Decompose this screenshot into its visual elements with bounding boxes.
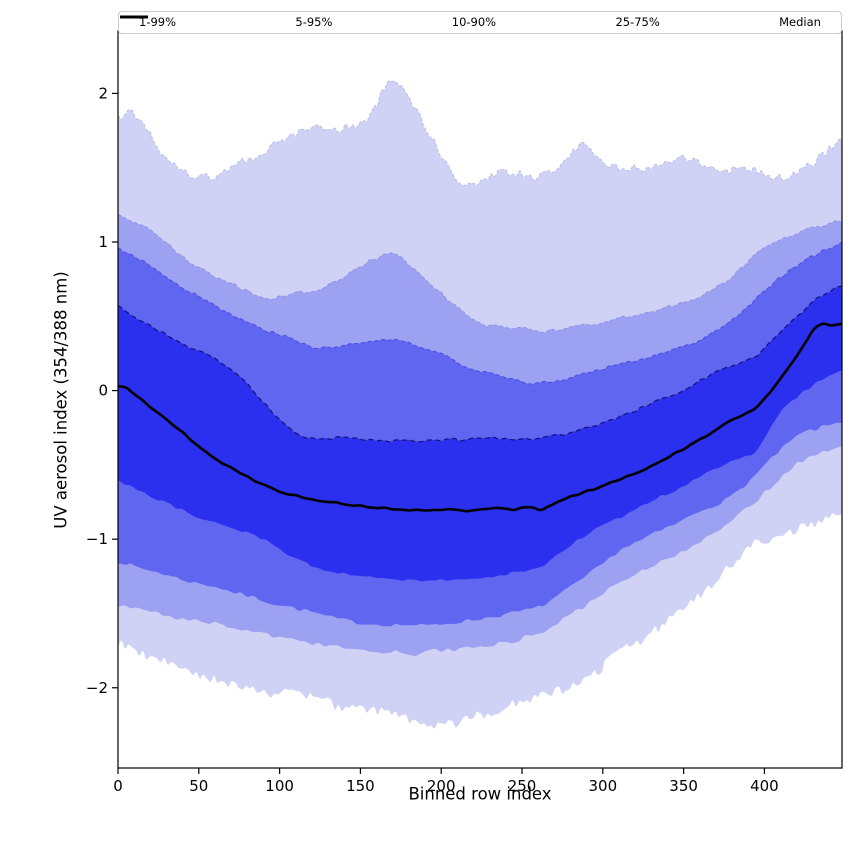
legend-item-median: Median <box>120 14 821 29</box>
x-tick-label: 350 <box>669 777 698 795</box>
band-upper-edge-5-95% <box>118 213 842 334</box>
band-25-75% <box>118 286 842 582</box>
legend-item-10-90: 10-90% <box>120 14 497 29</box>
x-tick-label: 150 <box>346 777 375 795</box>
x-tick-label: 400 <box>750 777 779 795</box>
y-tick-label: 1 <box>98 233 108 251</box>
y-axis-label: UV aerosol index (354/388 nm) <box>51 271 71 529</box>
x-tick-label: 250 <box>508 777 537 795</box>
legend-item-1-99: 1-99% <box>120 14 177 29</box>
y-tick-label: 0 <box>98 382 108 400</box>
x-tick-label: 100 <box>265 777 294 795</box>
legend-item-25-75: 25-75% <box>120 14 660 29</box>
median-line <box>118 322 842 513</box>
band-upper-edge-1-99% <box>118 80 842 187</box>
band-upper-edge-10-90% <box>118 241 842 385</box>
y-tick-label: −1 <box>86 530 108 548</box>
x-tick-label: 300 <box>589 777 618 795</box>
x-tick-label: 200 <box>427 777 456 795</box>
legend: 1-99% 5-95% 10-90% 25-75% Median <box>118 11 842 34</box>
band-upper-edge-25-75% <box>118 285 842 443</box>
legend-label: 1-99% <box>139 14 177 29</box>
legend-line-sample-median <box>120 15 148 19</box>
y-tick-label: −2 <box>86 679 108 697</box>
legend-label: 10-90% <box>451 14 497 29</box>
legend-label: 5-95% <box>295 14 333 29</box>
legend-label: 25-75% <box>615 14 660 29</box>
x-tick-label: 0 <box>113 777 123 795</box>
legend-item-5-95: 5-95% <box>120 14 333 29</box>
x-tick-label: 50 <box>189 777 208 795</box>
y-tick-label: 2 <box>98 84 108 102</box>
legend-label: Median <box>779 14 821 29</box>
x-axis-label: Binned row index <box>408 784 552 804</box>
plot-clip-group <box>118 80 842 729</box>
